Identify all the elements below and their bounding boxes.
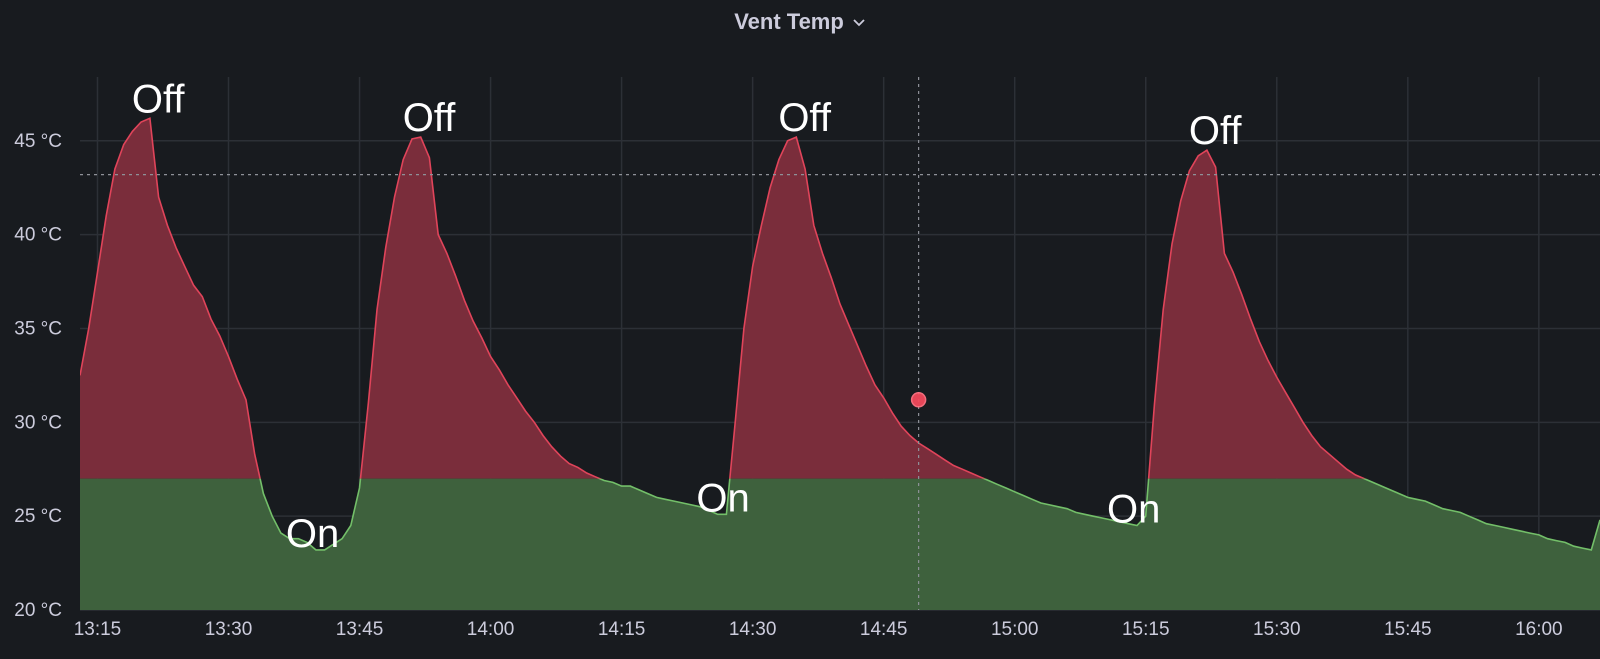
- annotation-label: On: [1107, 488, 1160, 532]
- x-tick-label: 15:30: [1253, 619, 1301, 640]
- series-line-below: [259, 478, 1600, 551]
- panel-title-menu[interactable]: Vent Temp: [734, 9, 866, 35]
- x-tick-label: 15:45: [1384, 619, 1432, 640]
- x-tick-label: 14:00: [467, 619, 515, 640]
- x-tick-label: 15:00: [991, 619, 1039, 640]
- x-tick-label: 14:15: [598, 619, 646, 640]
- panel-header: Vent Temp: [0, 0, 1600, 44]
- chart-annotations: Off On Off On Off On Off: [132, 77, 1243, 556]
- annotation-label: Off: [778, 96, 832, 140]
- x-tick-label: 13:45: [336, 619, 384, 640]
- x-tick-label: 15:15: [1122, 619, 1170, 640]
- x-tick-label: 13:30: [205, 619, 253, 640]
- area-below-threshold: [80, 478, 1600, 610]
- area-above-threshold: [80, 118, 1365, 479]
- chart-axis-labels: 20 °C 25 °C 30 °C 35 °C 40 °C 45 °C 13:15 13:30…: [14, 131, 1562, 640]
- series-line-above: [80, 117, 1367, 479]
- y-tick-label: 45 °C: [14, 131, 62, 152]
- x-tick-label: 14:45: [860, 619, 908, 640]
- annotation-label: Off: [132, 77, 186, 121]
- annotation-label: On: [286, 512, 339, 556]
- x-tick-label: 16:00: [1515, 619, 1563, 640]
- y-tick-label: 20 °C: [14, 600, 62, 621]
- chevron-down-icon: [853, 19, 865, 27]
- y-tick-label: 40 °C: [14, 225, 62, 246]
- annotation-label: Off: [1189, 109, 1243, 153]
- chart-areas: [80, 117, 1600, 610]
- x-tick-label: 13:15: [74, 619, 122, 640]
- crosshair-point: [910, 392, 927, 408]
- x-tick-label: 14:30: [729, 619, 777, 640]
- y-tick-label: 35 °C: [14, 318, 62, 339]
- annotation-label: On: [696, 476, 749, 520]
- chart-overlays: [80, 77, 1600, 610]
- y-tick-label: 30 °C: [14, 412, 62, 433]
- y-tick-label: 25 °C: [14, 506, 62, 527]
- annotation-label: Off: [403, 96, 457, 140]
- panel-title: Vent Temp: [734, 9, 844, 34]
